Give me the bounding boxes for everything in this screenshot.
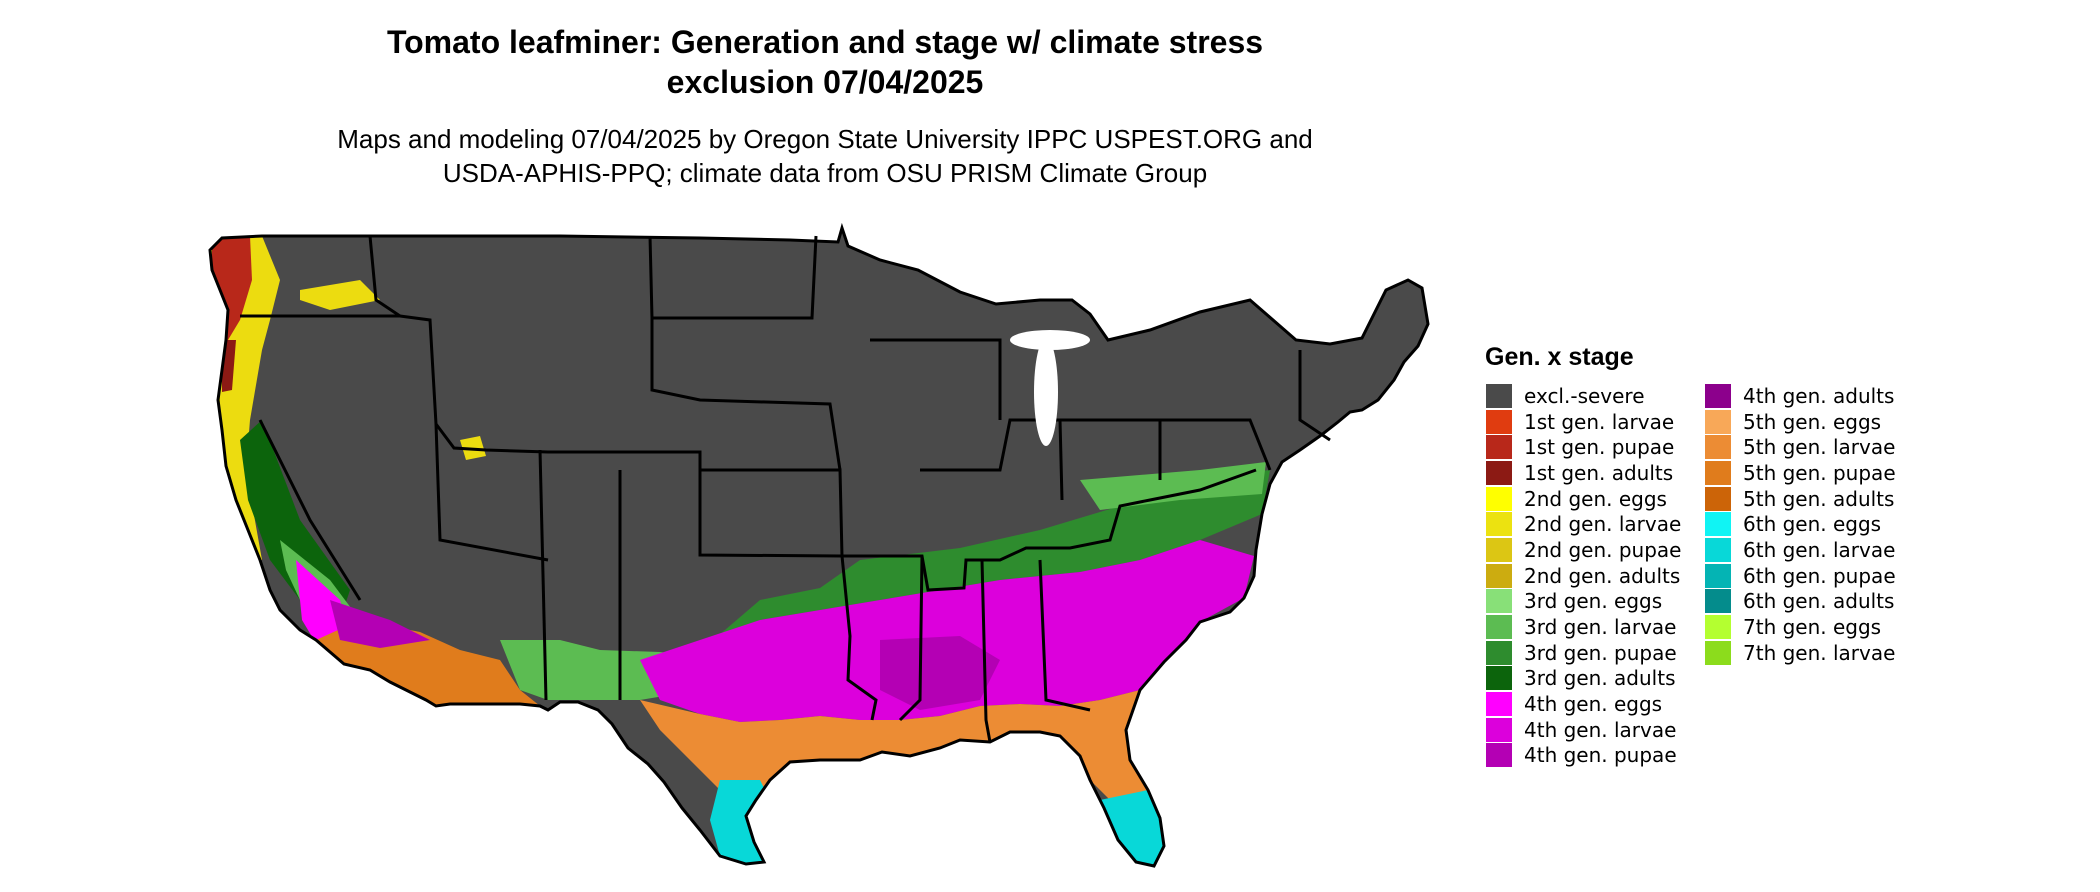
legend-label: 2nd gen. adults: [1524, 563, 1681, 588]
legend-item: 2nd gen. larvae: [1486, 511, 1681, 537]
legend-swatch: [1486, 615, 1512, 640]
legend-item: 5th gen. adults: [1705, 486, 1896, 512]
legend-item: 2nd gen. eggs: [1486, 486, 1681, 512]
legend-swatch: [1705, 486, 1731, 511]
legend-label: excl.-severe: [1524, 383, 1645, 408]
legend-label: 1st gen. pupae: [1524, 435, 1675, 460]
legend-item: 2nd gen. pupae: [1486, 537, 1681, 563]
legend-swatch: [1705, 589, 1731, 614]
legend-title: Gen. x stage: [1485, 343, 1634, 371]
legend-label: 6th gen. pupae: [1743, 563, 1896, 588]
legend-swatch: [1486, 512, 1512, 537]
legend-swatch: [1486, 640, 1512, 665]
legend-swatch: [1486, 460, 1512, 485]
legend-label: 4th gen. larvae: [1524, 717, 1677, 742]
legend-item: 5th gen. eggs: [1705, 409, 1896, 435]
legend-column-2: 4th gen. adults 5th gen. eggs 5th gen. lar…: [1705, 383, 1896, 666]
map-title: Tomato leafminer: Generation and stage w…: [290, 22, 1360, 102]
legend-item: 3rd gen. larvae: [1486, 614, 1681, 640]
legend-label: 4th gen. pupae: [1524, 743, 1677, 768]
legend-label: 4th gen. eggs: [1524, 692, 1663, 717]
legend-swatch: [1486, 743, 1512, 768]
map-subtitle: Maps and modeling 07/04/2025 by Oregon S…: [290, 122, 1360, 190]
legend-item: 7th gen. eggs: [1705, 614, 1896, 640]
legend-label: 6th gen. adults: [1743, 589, 1895, 614]
legend-label: 3rd gen. eggs: [1524, 589, 1663, 614]
legend-swatch: [1705, 615, 1731, 640]
legend-label: 6th gen. larvae: [1743, 537, 1896, 562]
legend-item: 1st gen. pupae: [1486, 434, 1681, 460]
legend-item: 1st gen. adults: [1486, 460, 1681, 486]
legend-swatch: [1486, 666, 1512, 691]
legend-swatch: [1486, 383, 1512, 408]
legend-label: 3rd gen. adults: [1524, 666, 1676, 691]
legend-item: 4th gen. adults: [1705, 383, 1896, 409]
legend-item: 6th gen. larvae: [1705, 537, 1896, 563]
legend-item: 3rd gen. pupae: [1486, 640, 1681, 666]
map-subtitle-line2: USDA-APHIS-PPQ; climate data from OSU PR…: [442, 158, 1208, 188]
legend-label: 1st gen. larvae: [1524, 409, 1675, 434]
legend-swatch: [1486, 717, 1512, 742]
legend-swatch: [1705, 563, 1731, 588]
legend-item: 4th gen. larvae: [1486, 717, 1681, 743]
legend-swatch: [1705, 640, 1731, 665]
legend-swatch: [1486, 589, 1512, 614]
legend-swatch: [1705, 537, 1731, 562]
legend-item: 3rd gen. adults: [1486, 666, 1681, 692]
map-subtitle-line1: Maps and modeling 07/04/2025 by Oregon S…: [337, 124, 1313, 154]
legend-label: 7th gen. larvae: [1743, 640, 1896, 665]
legend-swatch: [1705, 409, 1731, 434]
legend-item: 7th gen. larvae: [1705, 640, 1896, 666]
map-title-line2: exclusion 07/04/2025: [666, 64, 984, 100]
legend-label: 6th gen. eggs: [1743, 512, 1882, 537]
legend-label: 2nd gen. larvae: [1524, 512, 1682, 537]
legend-label: 5th gen. adults: [1743, 486, 1895, 511]
legend-swatch: [1486, 563, 1512, 588]
legend-item: 6th gen. pupae: [1705, 563, 1896, 589]
us-map: [208, 226, 1430, 868]
legend-item: 2nd gen. adults: [1486, 563, 1681, 589]
legend-label: 5th gen. larvae: [1743, 435, 1896, 460]
legend-item: 4th gen. eggs: [1486, 691, 1681, 717]
legend-label: 3rd gen. larvae: [1524, 615, 1677, 640]
map-title-line1: Tomato leafminer: Generation and stage w…: [386, 24, 1264, 60]
legend-label: 7th gen. eggs: [1743, 615, 1882, 640]
legend-swatch: [1486, 409, 1512, 434]
legend-label: 3rd gen. pupae: [1524, 640, 1677, 665]
legend-column-1: excl.-severe 1st gen. larvae 1st gen. pupa…: [1486, 383, 1681, 768]
legend-swatch: [1486, 486, 1512, 511]
legend-swatch: [1705, 383, 1731, 408]
legend-swatch: [1486, 537, 1512, 562]
legend-swatch: [1486, 692, 1512, 717]
legend-item: 5th gen. larvae: [1705, 434, 1896, 460]
legend-item: 6th gen. adults: [1705, 589, 1896, 615]
legend-swatch: [1486, 435, 1512, 460]
legend-item: excl.-severe: [1486, 383, 1681, 409]
legend-label: 4th gen. adults: [1743, 383, 1895, 408]
legend-item: 3rd gen. eggs: [1486, 589, 1681, 615]
legend-label: 5th gen. pupae: [1743, 460, 1896, 485]
legend-item: 1st gen. larvae: [1486, 409, 1681, 435]
legend-label: 2nd gen. eggs: [1524, 486, 1667, 511]
legend-label: 1st gen. adults: [1524, 460, 1674, 485]
legend-swatch: [1705, 460, 1731, 485]
legend-swatch: [1705, 435, 1731, 460]
legend-swatch: [1705, 512, 1731, 537]
legend-label: 5th gen. eggs: [1743, 409, 1882, 434]
legend-label: 2nd gen. pupae: [1524, 537, 1682, 562]
legend-item: 5th gen. pupae: [1705, 460, 1896, 486]
legend-item: 4th gen. pupae: [1486, 743, 1681, 769]
legend-item: 6th gen. eggs: [1705, 511, 1896, 537]
